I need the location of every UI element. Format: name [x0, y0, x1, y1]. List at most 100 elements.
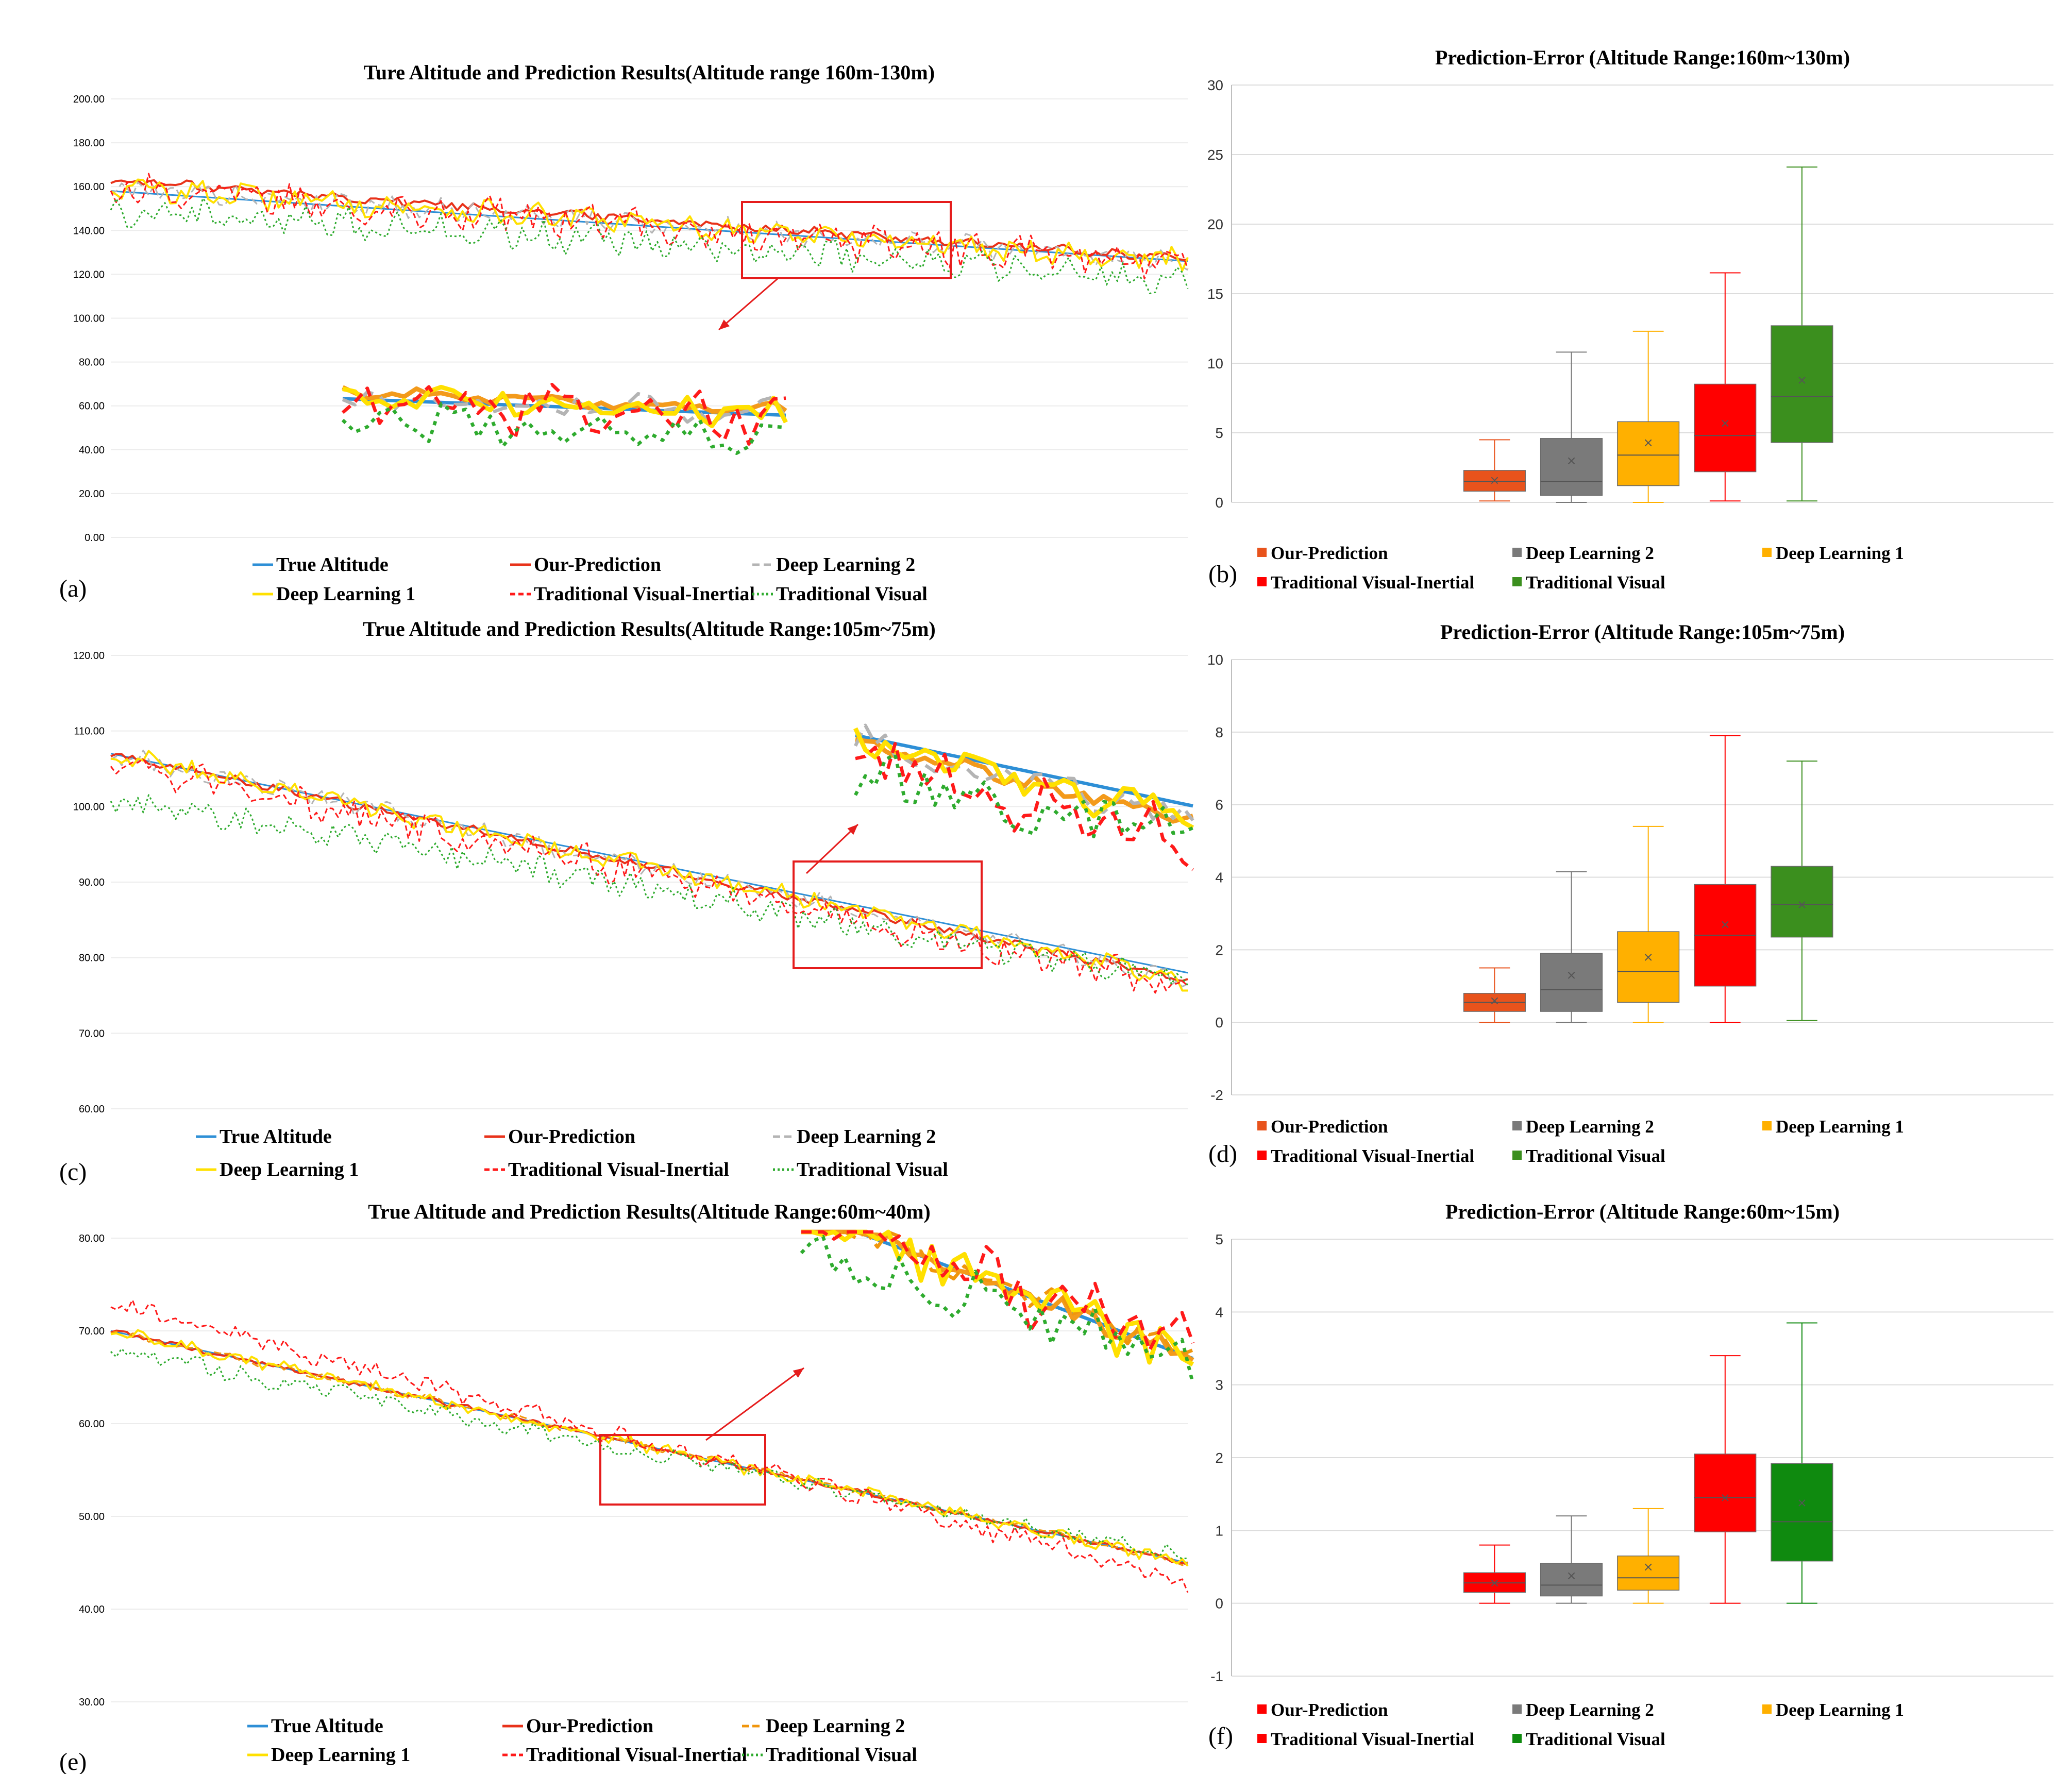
y-tick-label: 60.00 — [79, 401, 105, 412]
y-tick-label: 4 — [1215, 870, 1223, 886]
mean-marker: × — [1797, 373, 1807, 387]
legend-label: Deep Learning 1 — [1776, 1700, 1904, 1720]
mean-marker: × — [1797, 1496, 1807, 1510]
legend-label: Traditional Visual-Inertial — [526, 1744, 747, 1766]
iqr-box — [1771, 866, 1833, 938]
y-tick-label: 90.00 — [79, 877, 105, 888]
chart-title: Ture Altitude and Prediction Results(Alt… — [364, 61, 935, 84]
inset-line-ours — [855, 737, 1194, 824]
y-tick-label: 10 — [1207, 356, 1223, 371]
y-tick-label: 120.00 — [73, 650, 105, 662]
iqr-box — [1540, 953, 1603, 1012]
series-line-dl1 — [110, 1329, 1189, 1567]
mean-marker: × — [1643, 950, 1654, 964]
y-tick-label: 5 — [1215, 425, 1223, 441]
zoom-rectangle — [793, 860, 983, 969]
y-tick-label: 5 — [1215, 1231, 1223, 1247]
y-tick-label: 60.00 — [79, 1418, 105, 1430]
zoom-arrowhead — [847, 824, 858, 835]
box-4: × — [1771, 761, 1833, 1021]
legend-label: True Altitude — [220, 1126, 332, 1147]
box-4: × — [1771, 166, 1833, 502]
legend-swatch — [1512, 1734, 1522, 1743]
y-tick-label: 0 — [1215, 1015, 1223, 1030]
y-tick-label: 30.00 — [79, 1697, 105, 1708]
legend-swatch — [1762, 1704, 1772, 1714]
y-tick-label: 0 — [1215, 1596, 1223, 1612]
y-tick-label: 8 — [1215, 724, 1223, 740]
y-tick-label: 30 — [1207, 77, 1223, 93]
mean-marker: × — [1643, 1560, 1654, 1574]
iqr-box — [1694, 1454, 1757, 1532]
iqr-box — [1463, 470, 1526, 492]
iqr-box — [1771, 1463, 1833, 1562]
legend-label: Traditional Visual — [1526, 1146, 1665, 1166]
legend-label: Traditional Visual-Inertial — [1271, 572, 1474, 593]
box-2: × — [1617, 825, 1680, 1023]
zoom-arrow — [805, 823, 859, 874]
panel-label: (e) — [59, 1748, 87, 1774]
iqr-box — [1540, 438, 1603, 496]
y-tick-label: 25 — [1207, 147, 1223, 163]
y-tick-label: 40.00 — [79, 1604, 105, 1615]
y-tick-label: 100.00 — [73, 313, 105, 325]
inset-line-ours — [801, 1229, 1194, 1362]
inset-line-dl1 — [853, 727, 1194, 830]
panel-label: (d) — [1208, 1140, 1237, 1168]
zoom-rectangle — [741, 201, 952, 279]
inset-line-dl1 — [342, 384, 788, 428]
y-tick-label: 70.00 — [79, 1326, 105, 1337]
legend-label: Deep Learning 2 — [1526, 1117, 1654, 1137]
mean-marker: × — [1566, 453, 1576, 468]
mean-marker: × — [1720, 917, 1730, 932]
legend-swatch — [1512, 1704, 1522, 1714]
box-3: × — [1694, 735, 1757, 1023]
y-tick-label: 180.00 — [73, 138, 105, 149]
y-tick-label: 80.00 — [79, 953, 105, 964]
legend-label: Our-Prediction — [1271, 1700, 1388, 1720]
box-1: × — [1540, 1515, 1603, 1604]
y-tick-label: -1 — [1210, 1668, 1223, 1684]
legend-label: Traditional Visual — [797, 1159, 948, 1180]
series-line-dl1 — [110, 178, 1189, 272]
series-line-tvi — [110, 1299, 1189, 1593]
series-line-tv — [110, 197, 1189, 294]
iqr-box — [1694, 383, 1757, 472]
legend-swatch — [1512, 548, 1522, 557]
legend-label: Deep Learning 1 — [271, 1744, 410, 1766]
inset-line-tvi — [801, 1230, 1195, 1353]
zoom-arrowhead — [793, 1368, 804, 1378]
legend-label: Traditional Visual — [1526, 572, 1665, 593]
y-tick-label: 1 — [1215, 1523, 1223, 1539]
inset-line-tvi — [855, 742, 1194, 871]
y-tick-label: 0 — [1215, 495, 1223, 511]
y-tick-label: 80.00 — [79, 1233, 105, 1244]
mean-marker: × — [1489, 1576, 1500, 1590]
chart-title: Prediction-Error (Altitude Range:160m~13… — [1435, 46, 1850, 69]
iqr-box — [1540, 1563, 1603, 1597]
box-1: × — [1540, 871, 1603, 1023]
mean-marker: × — [1489, 993, 1500, 1008]
legend-label: Deep Learning 2 — [1526, 1700, 1654, 1720]
zoom-arrow — [705, 1367, 804, 1441]
legend-label: True Altitude — [271, 1715, 383, 1737]
y-tick-label: 60.00 — [79, 1104, 105, 1115]
legend-swatch — [1512, 1121, 1522, 1130]
legend-swatch — [1257, 1151, 1267, 1160]
legend-label: Traditional Visual — [776, 583, 928, 605]
mean-marker: × — [1566, 1568, 1576, 1583]
legend-label: Deep Learning 2 — [797, 1126, 936, 1147]
y-tick-label: 2 — [1215, 1450, 1223, 1466]
inset-line-ours — [342, 385, 787, 414]
zoom-arrow — [718, 277, 779, 331]
chart-title: True Altitude and Prediction Results(Alt… — [368, 1200, 931, 1223]
box-3: × — [1694, 1355, 1757, 1604]
y-tick-label: 160.00 — [73, 181, 105, 193]
legend-swatch — [1257, 1121, 1267, 1130]
y-tick-label: 200.00 — [73, 94, 105, 105]
box-3: × — [1694, 272, 1757, 502]
y-tick-label: 15 — [1207, 286, 1223, 302]
y-tick-label: 0.00 — [85, 532, 105, 544]
box-2: × — [1617, 1508, 1680, 1604]
